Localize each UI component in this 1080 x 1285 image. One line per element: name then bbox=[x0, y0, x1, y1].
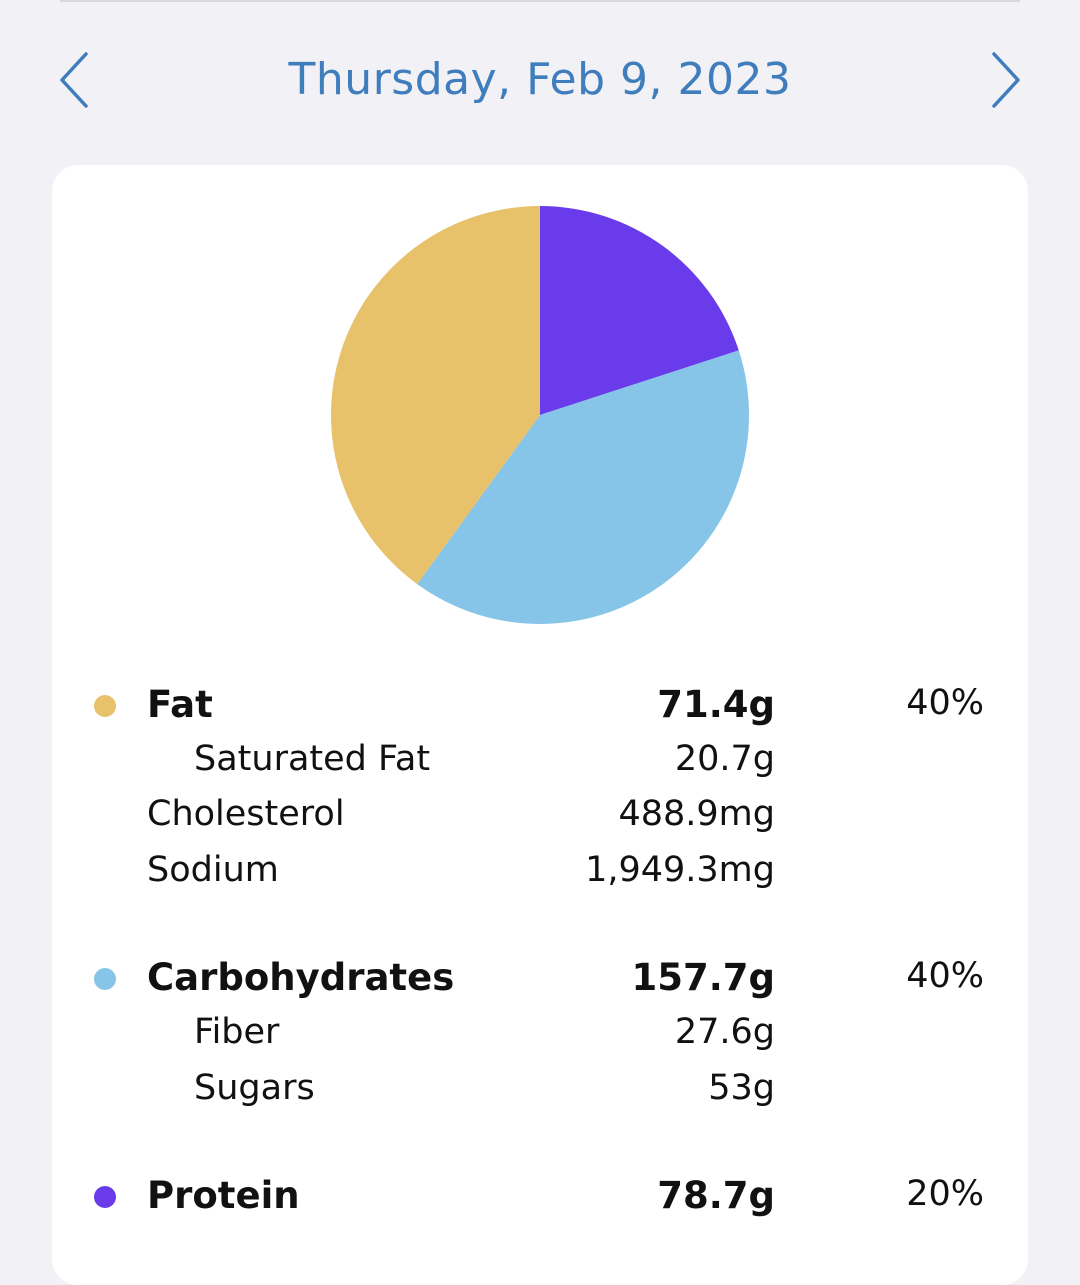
nutrient-row-protein: Protein 78.7g 20% bbox=[52, 1166, 1028, 1222]
sodium-amount: 1,949.3mg bbox=[585, 850, 775, 890]
sugars-amount: 53g bbox=[708, 1068, 775, 1108]
fat-amount: 71.4g bbox=[657, 683, 775, 726]
previous-day-button[interactable] bbox=[56, 50, 96, 110]
next-day-button[interactable] bbox=[984, 50, 1024, 110]
nutrient-row-sodium: Sodium 1,949.3mg bbox=[52, 842, 1028, 898]
fiber-amount: 27.6g bbox=[674, 1012, 775, 1052]
pie-slice-fat bbox=[331, 206, 540, 585]
protein-percent: 20% bbox=[906, 1174, 984, 1214]
carbohydrates-percent: 40% bbox=[906, 956, 984, 996]
pie-slice-carbohydrates bbox=[417, 350, 749, 624]
fat-color-dot bbox=[94, 695, 116, 717]
sugars-label: Sugars bbox=[194, 1068, 315, 1108]
nutrient-row-sugars: Sugars 53g bbox=[52, 1060, 1028, 1116]
saturated-fat-label: Saturated Fat bbox=[194, 739, 431, 779]
date-navigation: Thursday, Feb 9, 2023 bbox=[0, 30, 1080, 140]
nutrient-row-saturated-fat: Saturated Fat 20.7g bbox=[52, 731, 1028, 787]
nutrition-card: Fat 71.4g 40% Saturated Fat 20.7g Choles… bbox=[52, 165, 1028, 1285]
chevron-right-icon bbox=[992, 52, 1020, 108]
top-divider bbox=[60, 0, 1020, 2]
chevron-left-icon bbox=[60, 52, 88, 108]
protein-amount: 78.7g bbox=[657, 1174, 775, 1217]
current-date[interactable]: Thursday, Feb 9, 2023 bbox=[288, 54, 792, 105]
saturated-fat-amount: 20.7g bbox=[674, 739, 775, 779]
sodium-label: Sodium bbox=[147, 850, 279, 890]
fiber-label: Fiber bbox=[194, 1012, 280, 1052]
nutrient-row-cholesterol: Cholesterol 488.9mg bbox=[52, 786, 1028, 842]
protein-color-dot bbox=[94, 1186, 116, 1208]
cholesterol-amount: 488.9mg bbox=[618, 794, 775, 834]
fat-label: Fat bbox=[147, 683, 213, 726]
macro-pie-chart bbox=[331, 206, 749, 624]
fat-percent: 40% bbox=[906, 683, 984, 723]
carbohydrates-amount: 157.7g bbox=[631, 956, 775, 999]
nutrient-row-fiber: Fiber 27.6g bbox=[52, 1004, 1028, 1060]
pie-slice-protein bbox=[540, 206, 739, 415]
carbohydrates-label: Carbohydrates bbox=[147, 956, 455, 999]
cholesterol-label: Cholesterol bbox=[147, 794, 345, 834]
carbohydrates-color-dot bbox=[94, 968, 116, 990]
nutrient-row-fat: Fat 71.4g 40% bbox=[52, 675, 1028, 731]
protein-label: Protein bbox=[147, 1174, 300, 1217]
nutrient-row-carbohydrates: Carbohydrates 157.7g 40% bbox=[52, 948, 1028, 1004]
